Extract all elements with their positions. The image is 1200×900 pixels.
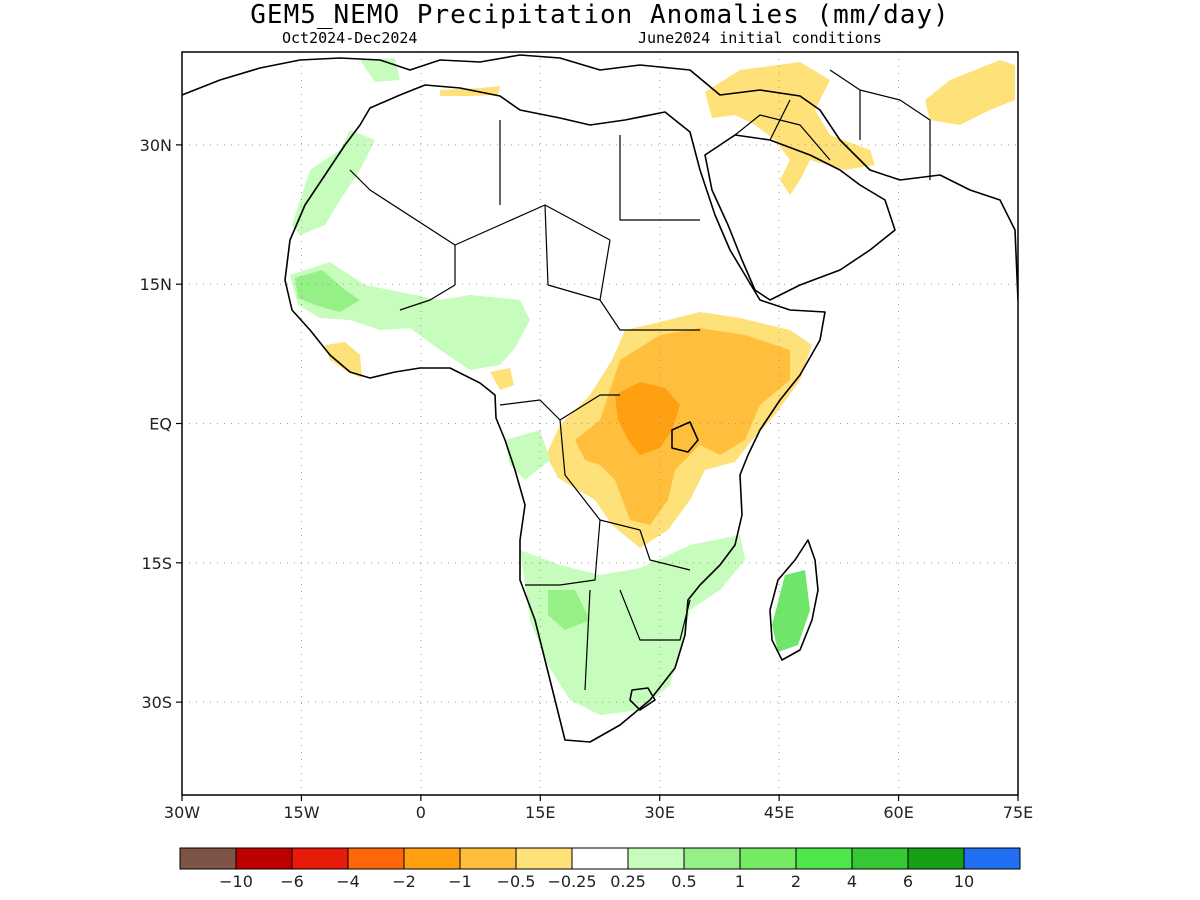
colorbar-label: 2 (791, 872, 801, 891)
colorbar-swatch (739, 847, 797, 870)
anomaly-wet-west-africa-core (295, 270, 360, 312)
anomaly-wet-southern-africa (520, 535, 745, 715)
colorbar-swatch (347, 847, 405, 870)
anomaly-wet-med (360, 58, 400, 82)
colorbar-label: 6 (903, 872, 913, 891)
gridlines (182, 52, 1018, 795)
colorbar-swatch (683, 847, 741, 870)
lon-tick-label: 45E (764, 803, 794, 822)
map-title: GEM5_NEMO Precipitation Anomalies (mm/da… (250, 0, 950, 30)
colorbar-swatch (403, 847, 461, 870)
anomaly-dry-nigeria (490, 368, 514, 390)
lon-tick-label: 15E (525, 803, 555, 822)
colorbar-swatch (459, 847, 517, 870)
coast-north (182, 54, 1018, 301)
anomaly-wet-morocco (292, 130, 375, 235)
colorbar-label: 1 (735, 872, 745, 891)
anomaly-dry-west-africa (325, 342, 362, 378)
longitude-axis: 30W 15W 0 15E 30E 45E 60E 75E (164, 795, 1033, 822)
colorbar-swatch (571, 847, 629, 870)
lat-tick-label: 15S (141, 554, 172, 573)
initial-conditions: June2024 initial conditions (638, 29, 882, 47)
colorbar-label: 10 (954, 872, 974, 891)
border-lesotho (629, 687, 656, 711)
borders-middle-east (734, 69, 931, 180)
colorbar-swatch (291, 847, 349, 870)
lat-tick-label: 15N (140, 275, 172, 294)
colorbar-label: −4 (336, 872, 360, 891)
anomaly-shading (290, 58, 1015, 715)
anomaly-dry-iran (925, 60, 1015, 125)
colorbar-label: −2 (392, 872, 416, 891)
coast-arabia (704, 134, 896, 301)
anomaly-wet-central-west (505, 430, 550, 480)
colorbar-swatch (851, 847, 909, 870)
colorbar-label: −1 (448, 872, 472, 891)
colorbar-swatch (627, 847, 685, 870)
colorbar-swatch (515, 847, 573, 870)
lon-tick-label: 75E (1003, 803, 1033, 822)
colorbar-swatch (907, 847, 965, 870)
anomaly-wet-west-africa (290, 262, 530, 370)
forecast-period: Oct2024-Dec2024 (282, 29, 418, 47)
lon-tick-label: 30W (164, 803, 200, 822)
colorbar-swatch (963, 847, 1021, 870)
colorbar-label: −6 (280, 872, 304, 891)
colorbar-label: 4 (847, 872, 857, 891)
anomaly-dry-strong (615, 382, 680, 455)
anomaly-dry-middle-east (705, 62, 875, 195)
lon-tick-label: 60E (883, 803, 913, 822)
colorbar: −10 −6 −4 −2 −1 −0.5 −0.25 0.25 0.5 1 2 4 6 10 (179, 847, 1021, 891)
colorbar-swatch (179, 847, 237, 870)
colorbar-swatch (235, 847, 293, 870)
anomaly-dry-east-africa-core (575, 328, 790, 525)
borders-central-africa (499, 394, 691, 691)
anomaly-wet-southern-core (548, 590, 590, 630)
colorbar-label: −0.25 (547, 872, 596, 891)
colorbar-label: 0.25 (610, 872, 646, 891)
colorbar-label: −10 (219, 872, 253, 891)
latitude-axis: 30N 15N EQ 15S 30S (140, 136, 182, 712)
lon-tick-label: 15W (283, 803, 319, 822)
border-lake-victoria (671, 421, 699, 453)
colorbar-label: 0.5 (671, 872, 696, 891)
lon-tick-label: 0 (416, 803, 426, 822)
lat-tick-label: 30S (141, 693, 172, 712)
lon-tick-label: 30E (644, 803, 674, 822)
anomaly-wet-madagascar (772, 570, 810, 652)
lat-tick-label: EQ (149, 415, 172, 434)
colorbar-swatch (795, 847, 853, 870)
borders-north-africa (349, 120, 700, 331)
lat-tick-label: 30N (140, 136, 172, 155)
coast-madagascar (769, 539, 819, 661)
coastlines (182, 54, 1018, 743)
coast-africa (284, 84, 826, 743)
colorbar-label: −0.5 (497, 872, 536, 891)
